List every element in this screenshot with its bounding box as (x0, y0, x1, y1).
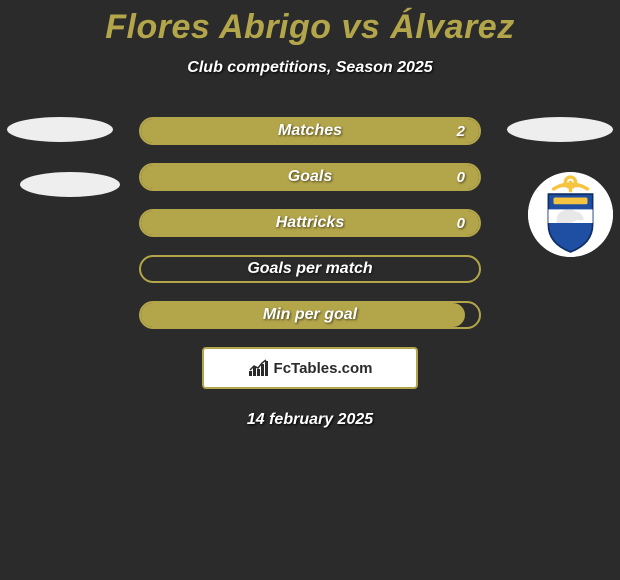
right-player-badge-1 (507, 117, 613, 142)
stat-bar-goals-per-match: Goals per match (139, 255, 481, 283)
right-club-badge (528, 172, 613, 257)
fctables-text: FcTables.com (274, 360, 373, 377)
stat-value: 0 (457, 215, 465, 232)
stat-value: 2 (457, 123, 465, 140)
club-crest-icon (528, 172, 613, 257)
stat-label: Goals per match (247, 260, 372, 278)
stat-value: 0 (457, 169, 465, 186)
left-club-badge (20, 172, 120, 197)
stat-label: Min per goal (263, 306, 357, 324)
comparison-area: Matches 2 Goals 0 Hattricks 0 Goals per match M… (0, 117, 620, 329)
stat-label: Hattricks (276, 214, 344, 232)
stat-bar-matches: Matches 2 (139, 117, 481, 145)
stat-bar-goals: Goals 0 (139, 163, 481, 191)
bar-chart-icon (248, 359, 270, 377)
page-subtitle: Club competitions, Season 2025 (0, 59, 620, 77)
stat-bar-min-per-goal: Min per goal (139, 301, 481, 329)
page-title: Flores Abrigo vs Álvarez (0, 0, 620, 47)
stat-bar-hattricks: Hattricks 0 (139, 209, 481, 237)
stats-column: Matches 2 Goals 0 Hattricks 0 Goals per match M… (139, 117, 481, 329)
snapshot-date: 14 february 2025 (0, 411, 620, 429)
stat-label: Matches (278, 122, 342, 140)
fctables-attribution[interactable]: FcTables.com (202, 347, 418, 389)
left-player-badge-1 (7, 117, 113, 142)
stat-label: Goals (288, 168, 332, 186)
